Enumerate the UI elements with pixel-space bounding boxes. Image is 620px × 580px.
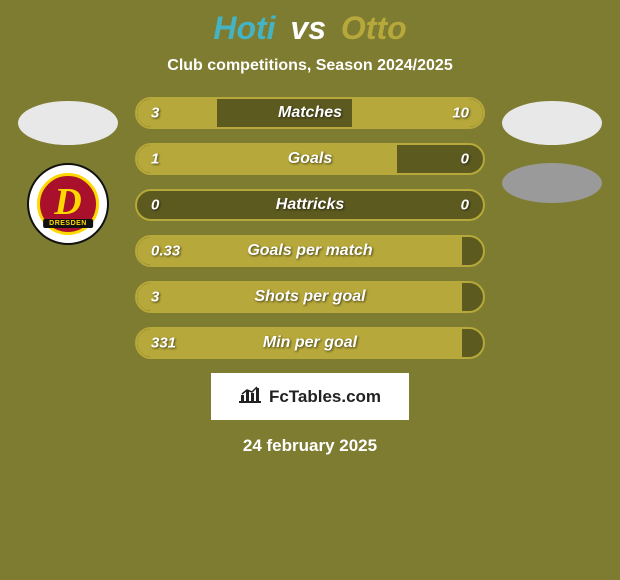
title-player1: Hoti [213,10,275,46]
dynamo-badge: D DRESDEN [37,173,99,235]
title-player2: Otto [341,10,407,46]
watermark-text: FcTables.com [269,387,381,407]
stat-bar: 331 Min per goal [135,327,485,359]
stat-bar: 1 0 Goals [135,143,485,175]
bar-left-value: 0.33 [151,243,180,260]
player-left-column: D DRESDEN [13,97,123,245]
bar-label: Hattricks [276,196,344,214]
bar-left-value: 3 [151,105,159,122]
bar-label: Goals per match [247,242,372,260]
content-row: D DRESDEN 310Matches10Goals00Hattricks0.… [10,97,610,359]
bar-label: Min per goal [263,334,357,352]
bar-left-fill [137,99,217,127]
bar-label: Goals [288,150,332,168]
date-text: 24 february 2025 [243,436,377,456]
bar-left-value: 3 [151,289,159,306]
bar-left-value: 1 [151,151,159,168]
bar-right-value: 0 [461,197,469,214]
player-right-column [497,97,607,203]
player-right-club-placeholder [502,163,602,203]
bar-right-value: 10 [452,105,469,122]
watermark: FcTables.com [211,373,409,420]
infographic-container: Hoti vs Otto Club competitions, Season 2… [0,0,620,580]
player-left-avatar [18,101,118,145]
stat-bar: 0 0 Hattricks [135,189,485,221]
player-right-avatar [502,101,602,145]
dynamo-banner: DRESDEN [43,219,93,228]
stats-bars: 310Matches10Goals00Hattricks0.33Goals pe… [135,97,485,359]
bar-left-value: 0 [151,197,159,214]
bar-left-fill [137,145,397,173]
stat-bar: 0.33 Goals per match [135,235,485,267]
bar-label: Shots per goal [254,288,365,306]
bar-left-value: 331 [151,335,176,352]
stat-bar: 3 Shots per goal [135,281,485,313]
chart-icon [239,385,261,408]
bar-label: Matches [278,104,342,122]
page-title: Hoti vs Otto [213,10,406,47]
stat-bar: 3 10 Matches [135,97,485,129]
player-left-club-logo: D DRESDEN [27,163,109,245]
bar-right-value: 0 [461,151,469,168]
dynamo-letter: D [54,183,81,221]
subtitle: Club competitions, Season 2024/2025 [167,57,452,75]
title-vs: vs [290,10,326,46]
